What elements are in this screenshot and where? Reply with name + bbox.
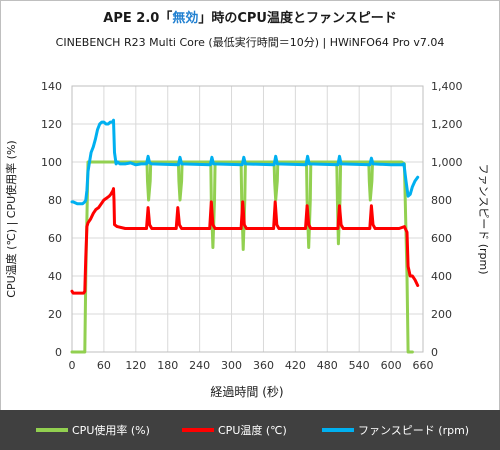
y-left-tick-label: 60: [48, 232, 62, 245]
legend-item-temp: CPU温度 (℃): [182, 410, 287, 450]
x-tick-label: 420: [285, 359, 306, 372]
plot-area-border: [71, 85, 424, 353]
x-tick-label: 180: [157, 359, 178, 372]
y-right-tick-label: 1,000: [431, 156, 463, 169]
y-right-tick-label: 800: [431, 194, 452, 207]
x-tick-label: 540: [349, 359, 370, 372]
series-line-cpu-temp: [70, 187, 420, 295]
y-right-tick-label: 400: [431, 270, 452, 283]
legend-item-usage: CPU使用率 (%): [36, 410, 150, 450]
chart-subtitle: CINEBENCH R23 Multi Core (最低実行時間＝10分) | …: [56, 35, 445, 49]
y-left-tick-label: 20: [48, 308, 62, 321]
y-left-tick-label: 0: [55, 346, 62, 359]
x-axis-label: 経過時間 (秒): [210, 385, 283, 399]
y-axis-left-label: CPU温度 (℃) | CPU使用率 (%): [4, 140, 18, 297]
x-axis-ticks: 0 60 120 180 240 300 360 420 480 540 600 660: [69, 359, 434, 372]
y-axis-right-label: ファンスピード (rpm): [477, 163, 490, 274]
y-left-tick-label: 80: [48, 194, 62, 207]
y-axis-right-ticks: 0 200 400 600 800 1,000 1,200 1,400: [431, 80, 463, 359]
legend-item-fan: ファンスピード (rpm): [322, 410, 469, 450]
y-right-tick-label: 0: [431, 346, 438, 359]
x-tick-label: 360: [253, 359, 274, 372]
y-right-tick-label: 200: [431, 308, 452, 321]
series-line-fan-speed: [70, 118, 420, 206]
x-tick-label: 0: [69, 359, 76, 372]
legend-label-usage: CPU使用率 (%): [72, 424, 150, 437]
chart-title: APE 2.0「無効」時のCPU温度とファンスピード: [103, 10, 396, 26]
chart-title-highlight: 無効: [172, 10, 198, 26]
legend-swatch-usage: [36, 428, 68, 432]
y-left-tick-label: 40: [48, 270, 62, 283]
legend-swatch-fan: [322, 428, 354, 432]
x-tick-label: 660: [413, 359, 434, 372]
x-tick-label: 480: [317, 359, 338, 372]
y-left-tick-label: 140: [41, 80, 62, 93]
series-line-cpu-usage: [70, 160, 414, 354]
y-right-tick-label: 1,200: [431, 118, 463, 131]
x-tick-label: 600: [381, 359, 402, 372]
x-tick-label: 240: [189, 359, 210, 372]
y-left-tick-label: 120: [41, 118, 62, 131]
legend: CPU使用率 (%) CPU温度 (℃) ファンスピード (rpm): [0, 410, 500, 450]
series-layer: [70, 118, 420, 354]
legend-label-fan: ファンスピード (rpm): [358, 424, 470, 437]
y-left-tick-label: 100: [41, 156, 62, 169]
x-tick-label: 300: [221, 359, 242, 372]
y-axis-left-ticks: 0 20 40 60 80 100 120 140: [41, 80, 62, 359]
x-tick-label: 60: [97, 359, 111, 372]
y-right-tick-label: 600: [431, 232, 452, 245]
y-right-tick-label: 1,400: [431, 80, 463, 93]
legend-swatch-temp: [182, 428, 214, 432]
legend-label-temp: CPU温度 (℃): [218, 424, 287, 437]
x-tick-label: 120: [125, 359, 146, 372]
